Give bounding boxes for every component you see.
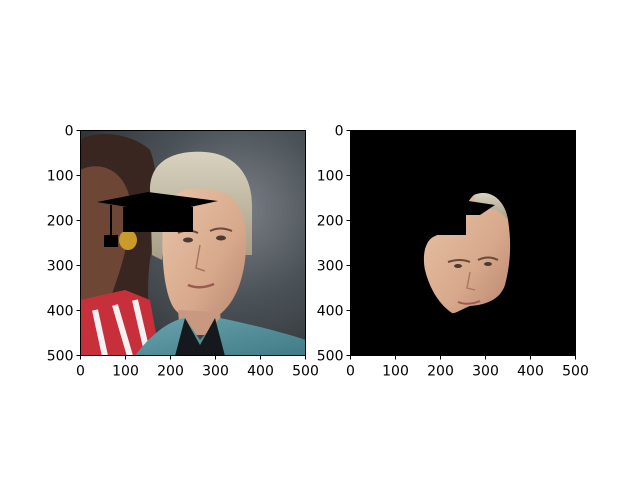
right-axes-frame: [350, 130, 576, 356]
y-tick-label: 400: [47, 304, 74, 320]
y-tick-label: 0: [65, 124, 74, 140]
right-panel-image: [350, 130, 576, 355]
left-panel-image: [80, 130, 306, 355]
x-tick-label: 500: [562, 364, 589, 380]
x-tick-label: 0: [346, 364, 355, 380]
y-tick-label: 200: [47, 214, 74, 230]
x-tick-label: 200: [427, 364, 454, 380]
x-tick-label: 0: [76, 364, 85, 380]
y-tick-label: 500: [317, 349, 344, 365]
x-tick-label: 100: [112, 364, 139, 380]
y-tick-label: 100: [317, 169, 344, 185]
y-tick-label: 300: [47, 259, 74, 275]
y-tick-label: 200: [317, 214, 344, 230]
x-tick-label: 400: [247, 364, 274, 380]
y-tick-label: 500: [47, 349, 74, 365]
x-tick-label: 500: [292, 364, 319, 380]
graduation-cap-icon: [97, 192, 218, 247]
y-tick-label: 400: [317, 304, 344, 320]
x-tick-label: 200: [157, 364, 184, 380]
left-axes-frame: [80, 130, 306, 356]
x-tick-label: 100: [382, 364, 409, 380]
x-tick-label: 300: [202, 364, 229, 380]
y-tick-label: 100: [47, 169, 74, 185]
y-tick-label: 300: [317, 259, 344, 275]
y-tick-label: 0: [335, 124, 344, 140]
x-tick-label: 400: [517, 364, 544, 380]
x-tick-label: 300: [472, 364, 499, 380]
